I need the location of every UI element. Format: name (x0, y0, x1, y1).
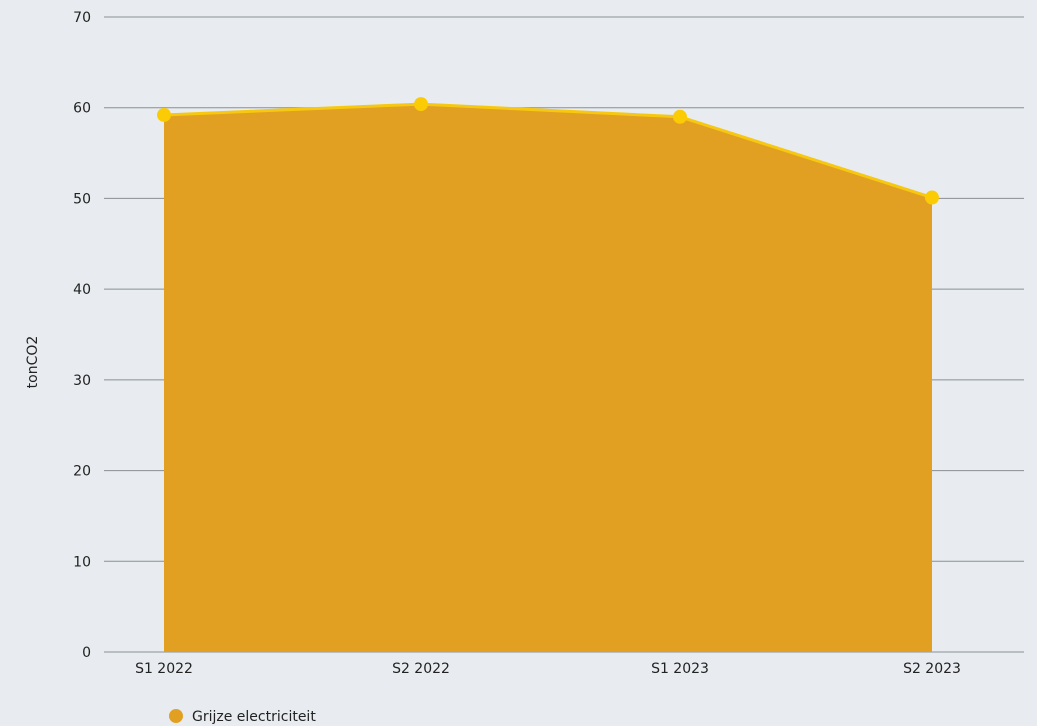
y-tick-label: 50 (73, 191, 91, 207)
legend-label: Grijze electriciteit (192, 709, 316, 725)
series-markers (157, 97, 939, 205)
y-tick-label: 30 (73, 373, 91, 389)
area-fill (164, 104, 932, 653)
x-tick-label: S1 2022 (135, 661, 193, 677)
x-tick-label: S1 2023 (651, 661, 709, 677)
y-tick-label: 10 (73, 554, 91, 570)
data-point[interactable] (673, 109, 687, 124)
y-axis-ticks: 0 10 20 30 40 50 60 70 (73, 10, 91, 661)
y-tick-label: 0 (82, 645, 91, 661)
y-axis-title: tonCO2 (25, 336, 41, 389)
legend-swatch-icon (169, 709, 183, 723)
y-tick-label: 20 (73, 464, 91, 480)
legend[interactable]: Grijze electriciteit (169, 709, 316, 725)
x-tick-label: S2 2023 (903, 661, 961, 677)
y-tick-label: 40 (73, 282, 91, 298)
data-point[interactable] (157, 107, 171, 122)
data-point[interactable] (925, 190, 939, 205)
data-point[interactable] (414, 97, 428, 112)
y-tick-label: 60 (73, 101, 91, 117)
x-axis-ticks: S1 2022 S2 2022 S1 2023 S2 2023 (135, 661, 961, 677)
y-tick-label: 70 (73, 10, 91, 26)
series-line (163, 102, 933, 199)
area-series (164, 104, 932, 653)
x-tick-label: S2 2022 (392, 661, 450, 677)
series-line-path (163, 102, 933, 199)
